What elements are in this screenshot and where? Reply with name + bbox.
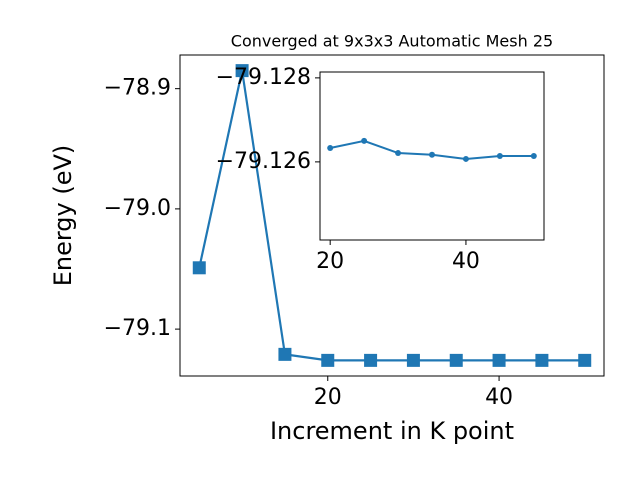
- marker: [364, 353, 378, 367]
- marker: [321, 353, 335, 367]
- marker: [395, 150, 402, 157]
- marker: [406, 353, 420, 367]
- marker: [496, 153, 503, 159]
- marker: [462, 155, 469, 162]
- chart-title: Converged at 9x3x3 Automatic Mesh 25: [231, 32, 553, 51]
- marker: [429, 151, 435, 158]
- y-axis-label: Energy (eV): [49, 145, 77, 287]
- marker: [530, 153, 537, 159]
- marker: [235, 64, 249, 78]
- y-tick-label: −78.9: [104, 76, 171, 101]
- x-tick-label: 40: [452, 249, 480, 274]
- x-tick-label: 40: [485, 385, 513, 410]
- marker: [192, 261, 206, 275]
- marker: [535, 353, 549, 367]
- x-axis-label: Increment in K point: [270, 417, 514, 445]
- y-tick-label: −79.0: [104, 196, 171, 221]
- x-tick-label: 20: [314, 385, 342, 410]
- y-tick-label: −79.1: [104, 316, 171, 341]
- x-tick-label: 20: [316, 249, 344, 274]
- series-line: [198, 70, 585, 362]
- marker: [492, 353, 506, 367]
- marker: [327, 145, 334, 152]
- marker: [361, 137, 368, 144]
- y-tick-label: −79.128: [216, 65, 311, 90]
- marker: [578, 353, 592, 367]
- marker: [278, 347, 292, 361]
- marker: [449, 353, 463, 367]
- y-tick-label: −79.126: [216, 149, 311, 174]
